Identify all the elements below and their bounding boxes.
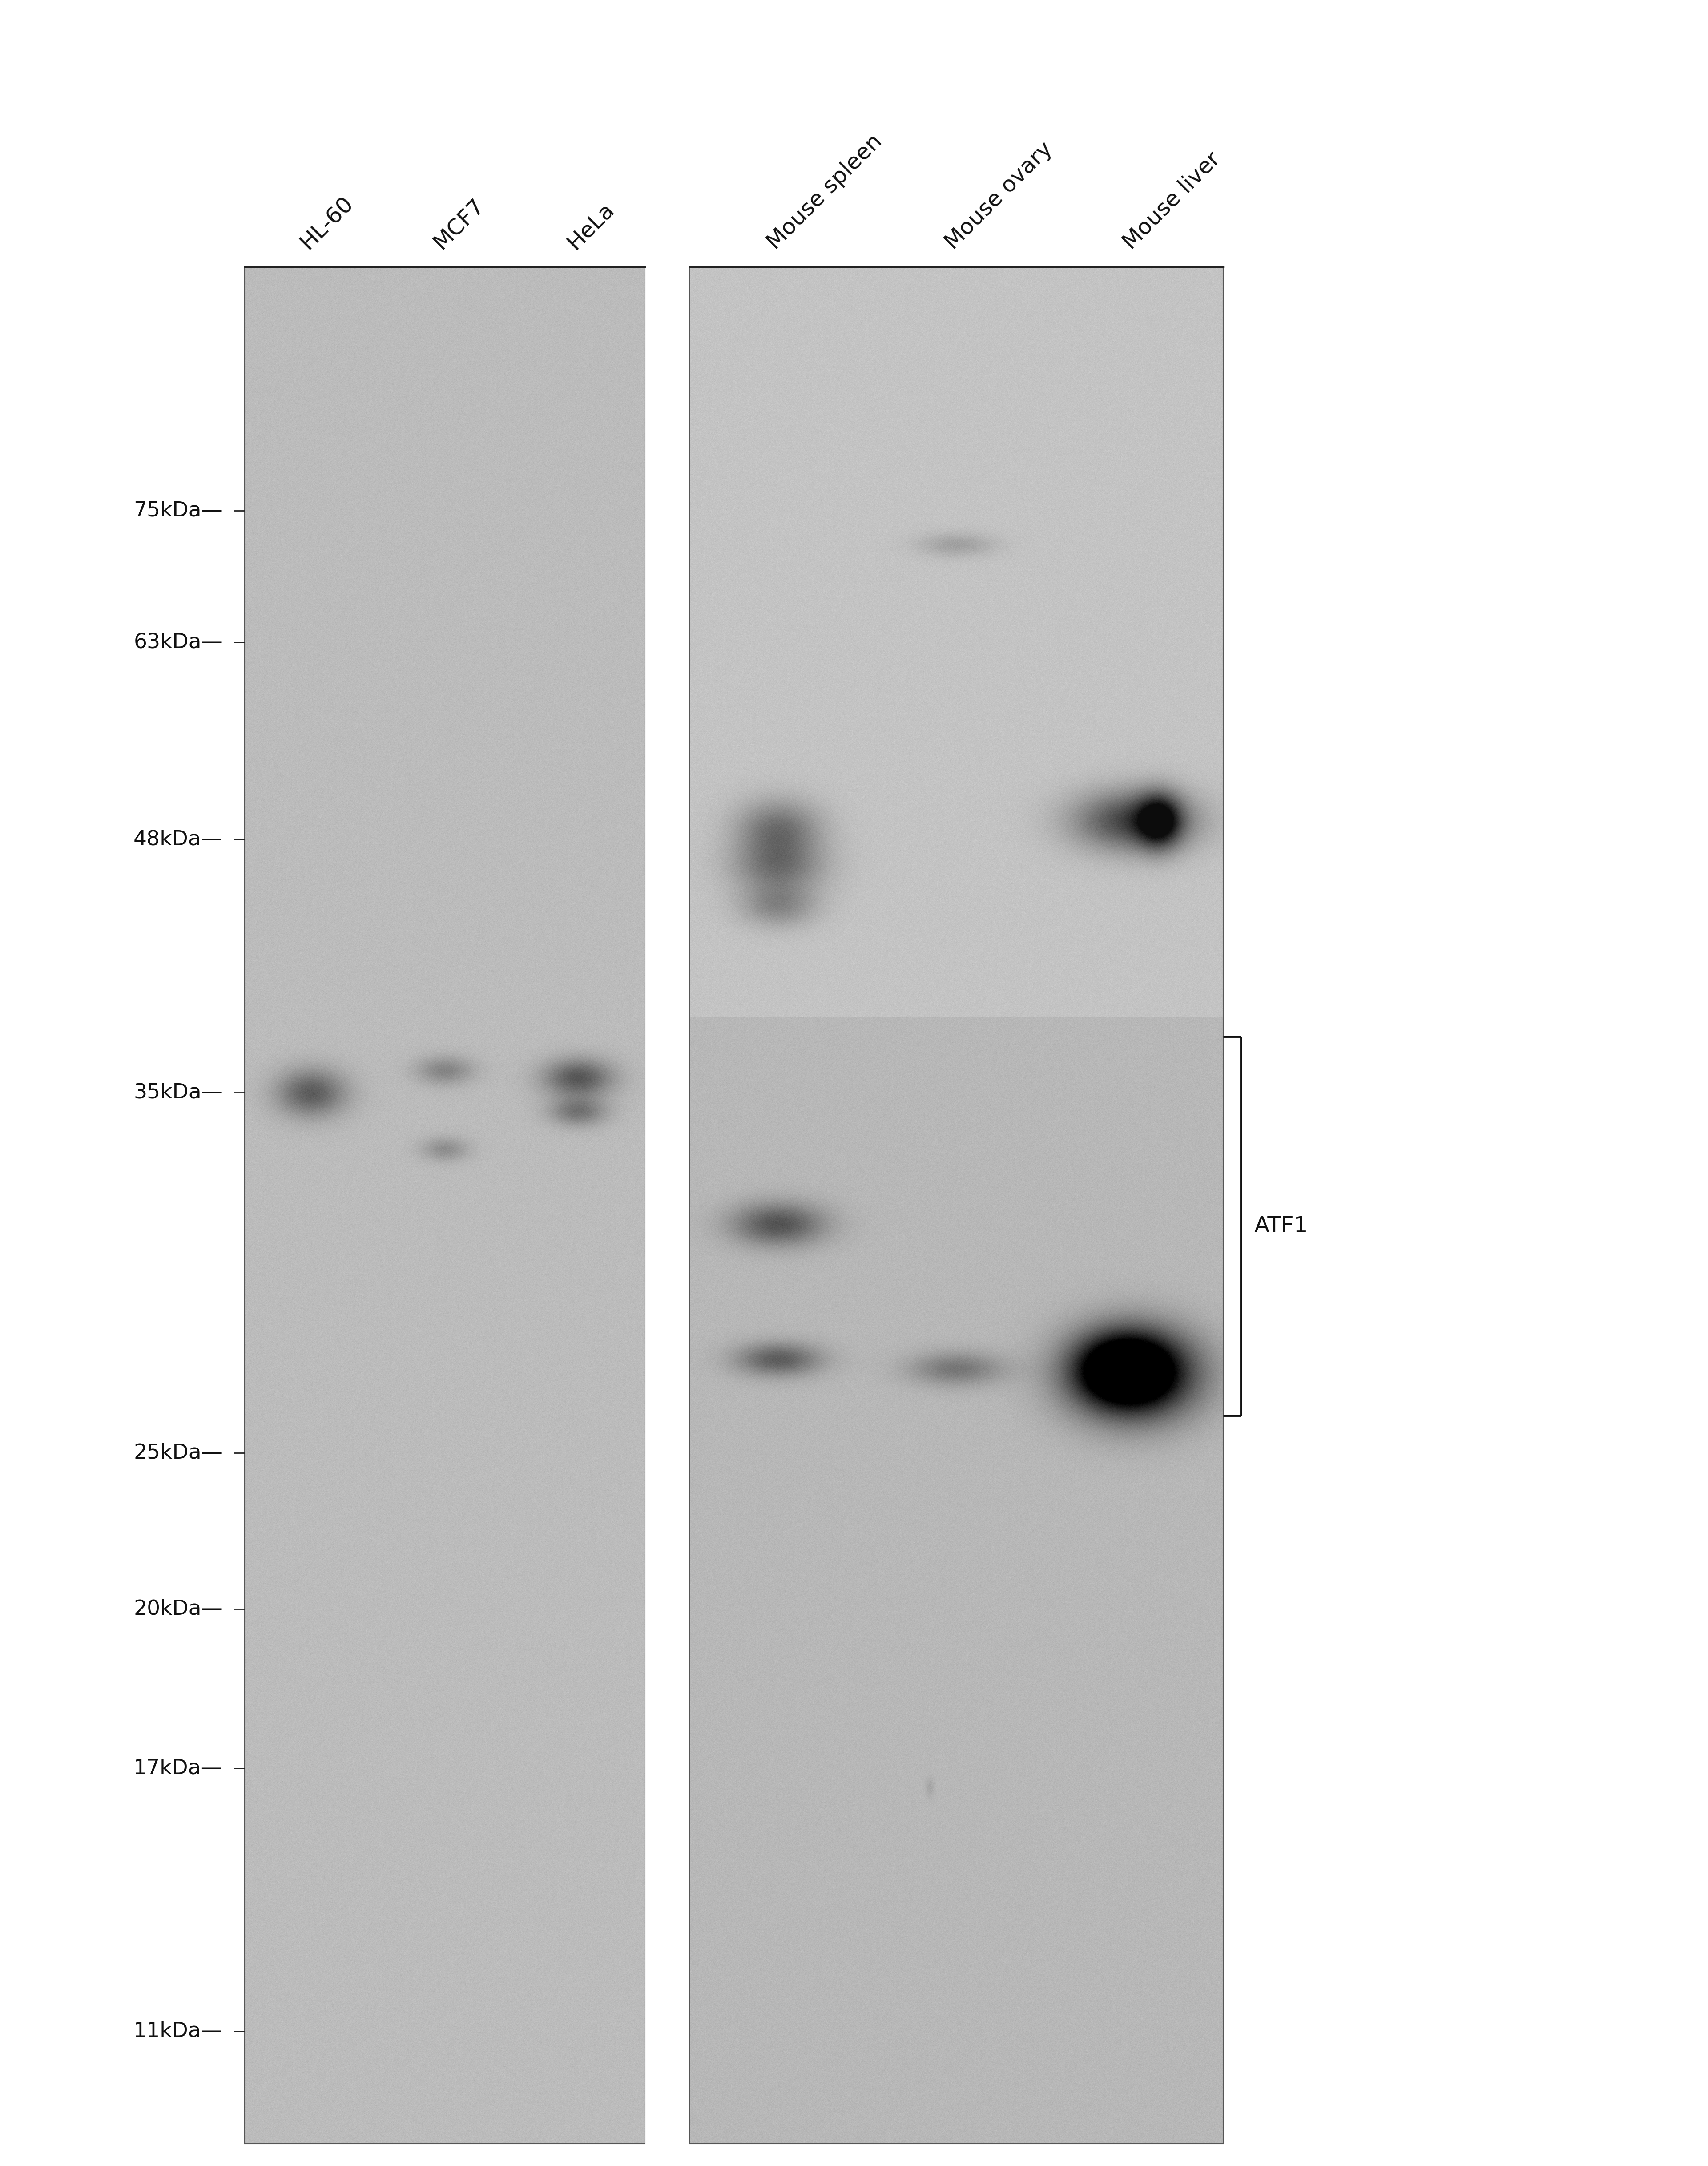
- Text: 20kDa—: 20kDa—: [133, 1599, 222, 1618]
- Text: Mouse liver: Mouse liver: [1119, 147, 1225, 253]
- Text: Mouse spleen: Mouse spleen: [763, 130, 886, 253]
- Bar: [690, 266, 1223, 2144]
- Text: 17kDa—: 17kDa—: [133, 1759, 222, 1778]
- Text: Mouse ovary: Mouse ovary: [941, 139, 1057, 253]
- Text: HL-60: HL-60: [295, 193, 357, 253]
- Text: HeLa: HeLa: [564, 199, 618, 253]
- Text: MCF7: MCF7: [430, 195, 488, 253]
- Text: 25kDa—: 25kDa—: [133, 1443, 222, 1462]
- Text: 48kDa—: 48kDa—: [133, 830, 222, 849]
- Text: 63kDa—: 63kDa—: [133, 632, 222, 652]
- Text: 11kDa—: 11kDa—: [133, 2021, 222, 2040]
- Text: 35kDa—: 35kDa—: [133, 1083, 222, 1102]
- Text: ATF1: ATF1: [1254, 1215, 1308, 1237]
- Bar: [244, 266, 646, 2144]
- Text: 75kDa—: 75kDa—: [133, 500, 222, 520]
